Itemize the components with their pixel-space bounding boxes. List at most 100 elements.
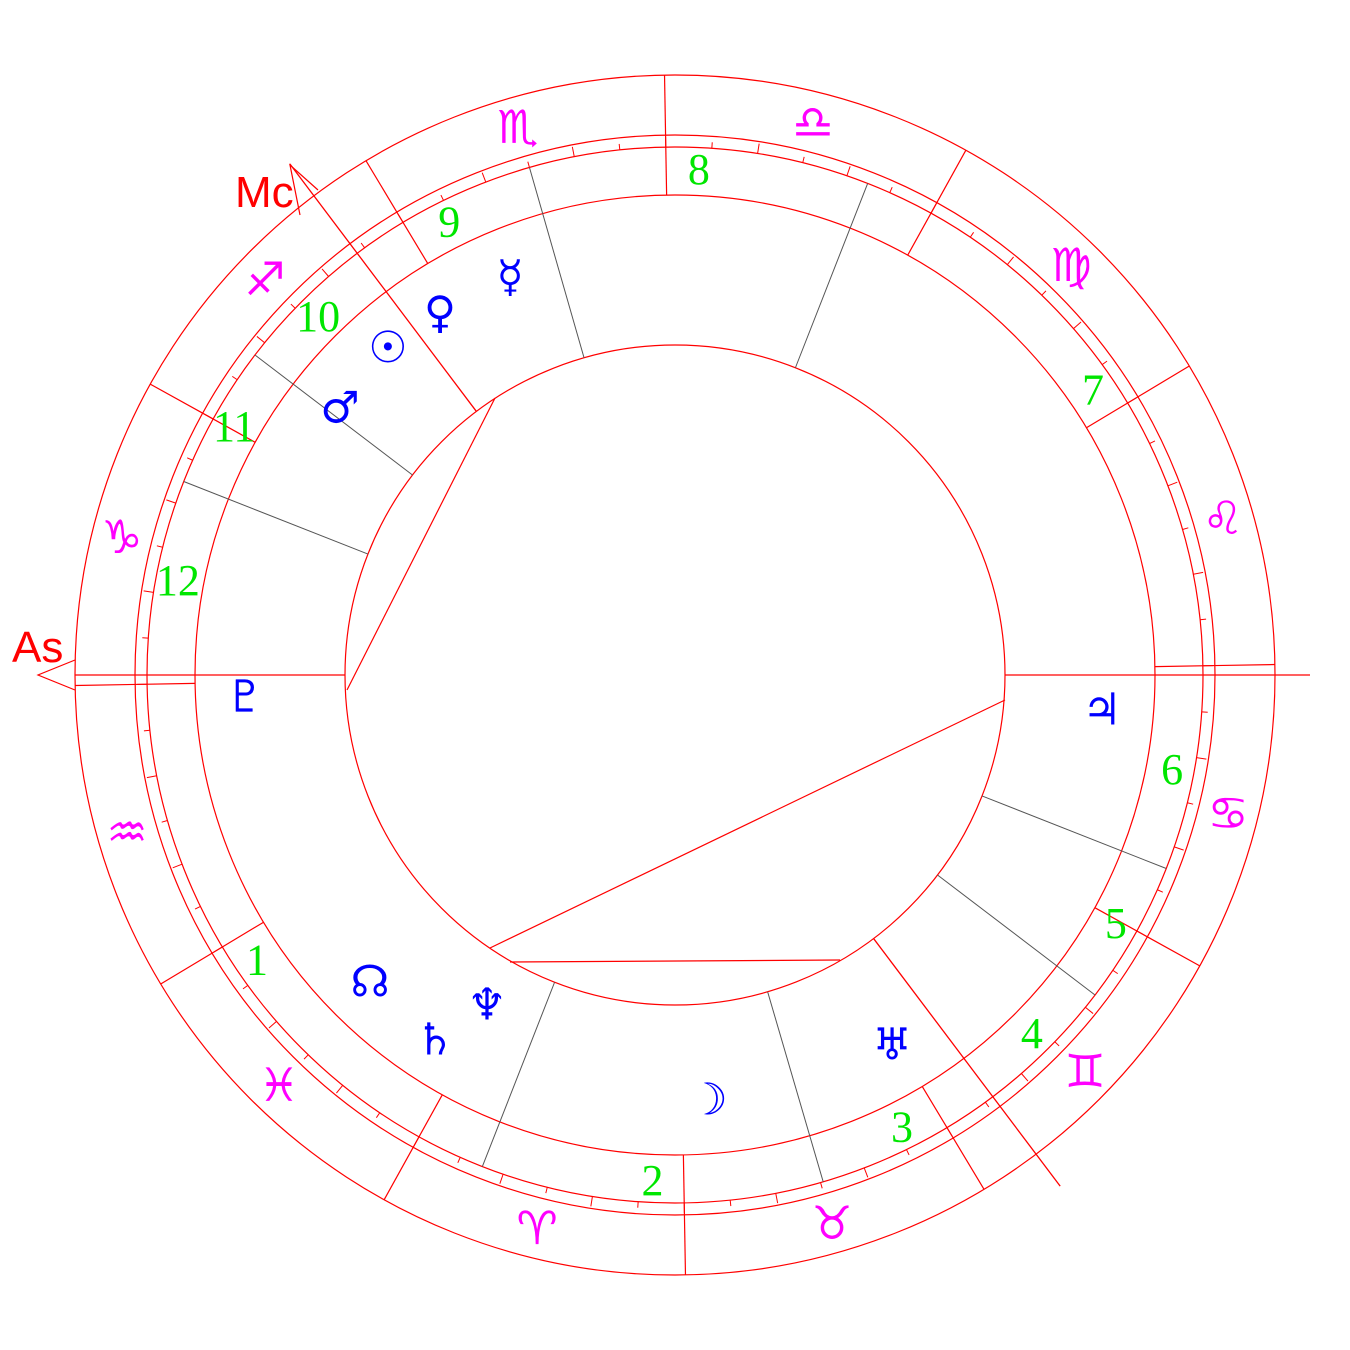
degree-tick (590, 1196, 593, 1207)
house-number-5: 5 (1105, 899, 1127, 948)
degree-tick (1112, 969, 1118, 975)
planet-north-node-icon: ☊ (350, 957, 389, 1008)
degree-tick (1073, 321, 1082, 329)
sign-boundary (160, 952, 213, 985)
cusp-house-8 (794, 183, 869, 368)
degree-tick (268, 1021, 277, 1029)
degree-tick (204, 413, 214, 420)
sign-capricorn-icon: ♑ (101, 510, 142, 564)
house-number-8: 8 (688, 145, 710, 194)
sign-boundary (663, 75, 667, 136)
sign-aries-icon: ♈ (516, 1201, 557, 1255)
degree-tick (166, 499, 176, 504)
degree-tick (1200, 618, 1207, 621)
sign-boundary (683, 1214, 687, 1275)
degree-tick (397, 213, 404, 223)
degree-tick (1149, 440, 1156, 444)
planet-neptune-icon: ♆ (467, 980, 506, 1031)
sign-taurus-icon: ♉ (811, 1196, 852, 1250)
zodiac-signs: ♈ ♉ ♊ ♋ ♌ ♍ ♎ ♏ ♐ ♑ ♒ ♓ (101, 95, 1248, 1255)
degree-tick (1174, 846, 1184, 851)
planet-jupiter-icon: ♃ (1082, 685, 1121, 736)
cusp-house-12 (183, 481, 369, 555)
degree-tick (1136, 930, 1146, 937)
degree-tick (1041, 290, 1047, 296)
degree-tick (729, 1200, 732, 1207)
aspect-lines (346, 397, 1006, 963)
degree-tick (863, 1167, 869, 1178)
degree-tick (146, 775, 157, 779)
sign-boundary (365, 160, 398, 213)
degree-tick (1101, 360, 1108, 366)
cusp-house-5 (937, 874, 1096, 996)
aspect-line (509, 959, 841, 963)
degree-tick (1187, 802, 1194, 805)
sign-cancer-icon: ♋ (1207, 786, 1248, 840)
house-number-4: 4 (1021, 1009, 1043, 1058)
degree-tick (846, 166, 851, 176)
cusp-house-3 (767, 991, 824, 1182)
house-number-1: 1 (246, 936, 268, 985)
house-number-12: 12 (156, 556, 200, 605)
planet-moon-icon: ☽ (688, 1075, 727, 1126)
sign-leo-icon: ♌ (1202, 491, 1243, 545)
ascendant-arrow (36, 659, 76, 691)
degree-tick (360, 242, 366, 249)
degree-tick (1196, 757, 1207, 760)
planets: ♇ ♃ ☿ ♀ ☉♂ ☊ ♄ ♆ ☽ ♅ (225, 252, 1121, 1126)
degree-tick (290, 303, 296, 309)
sign-pisces-icon: ♓ (258, 1058, 299, 1112)
degree-tick (242, 984, 249, 990)
cusp-house-2 (481, 982, 556, 1167)
planet-venus-icon: ♀ (424, 288, 456, 339)
degree-tick (232, 375, 238, 381)
degree-tick (481, 172, 487, 183)
degree-tick (820, 1182, 823, 1189)
ring-5 (344, 344, 1006, 1006)
house-number-7: 7 (1082, 365, 1104, 414)
degree-tick (1085, 1006, 1094, 1014)
midheaven-arrow (289, 163, 319, 216)
sign-boundary (383, 1147, 414, 1201)
degree-tick (1157, 889, 1164, 893)
house-cusps (75, 163, 1310, 1187)
cusp-house-6 (981, 795, 1167, 869)
planet-sun-icon: ☉ (368, 323, 407, 374)
sign-boundary (1214, 663, 1275, 667)
degree-tick (618, 143, 621, 150)
degree-tick (930, 204, 937, 214)
sign-boundary (1147, 936, 1201, 967)
degree-tick (1193, 571, 1204, 575)
sign-libra-icon: ♎ (792, 95, 833, 149)
sign-boundary (149, 383, 203, 414)
degree-ticks (137, 137, 1213, 1213)
degree-tick (143, 590, 154, 593)
aspect-line (346, 397, 496, 691)
house-number-2: 2 (641, 1156, 663, 1205)
planet-uranus-icon: ♅ (872, 1020, 911, 1071)
degree-tick (194, 906, 201, 910)
degree-tick (969, 232, 975, 238)
degree-tick (321, 268, 329, 277)
degree-tick (1054, 1041, 1060, 1047)
degree-tick (889, 186, 893, 193)
planet-pluto-icon: ♇ (225, 672, 264, 723)
degree-tick (527, 161, 530, 168)
degree-tick (156, 545, 163, 548)
degree-tick (757, 143, 760, 154)
degree-tick (802, 156, 805, 163)
degree-tick (1182, 527, 1189, 530)
midheaven-label: Mc (235, 168, 294, 217)
degree-tick (336, 1085, 344, 1094)
sign-virgo-icon: ♍ (1050, 238, 1091, 292)
cusp-house-9 (528, 167, 585, 358)
aspect-line (489, 699, 1006, 949)
house-number-11: 11 (213, 402, 255, 451)
degree-tick (413, 1136, 420, 1146)
degree-tick (1021, 1073, 1029, 1082)
degree-tick (571, 146, 575, 157)
degree-tick (775, 1193, 779, 1204)
degree-tick (186, 457, 193, 461)
planet-saturn-icon: ♄ (415, 1015, 454, 1066)
